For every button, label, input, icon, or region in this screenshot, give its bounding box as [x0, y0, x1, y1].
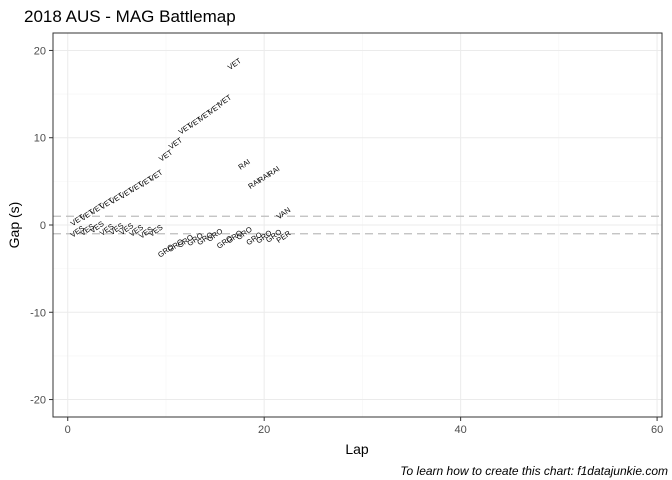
y-tick-label: 10: [34, 133, 46, 145]
y-tick-label: -10: [30, 307, 46, 319]
y-tick-label: 20: [34, 45, 46, 57]
y-axis-ticks: -20 -10 0 10 20: [30, 45, 53, 407]
chart-title: 2018 AUS - MAG Battlemap: [24, 7, 236, 26]
x-tick-label: 20: [258, 424, 270, 436]
x-tick-label: 40: [455, 424, 467, 436]
y-tick-label: -20: [30, 395, 46, 407]
x-axis-title: Lap: [345, 441, 369, 457]
x-axis-ticks: 0 20 40 60: [65, 417, 663, 436]
x-tick-label: 0: [65, 424, 71, 436]
y-axis-title: Gap (s): [6, 202, 22, 249]
x-tick-label: 60: [651, 424, 663, 436]
y-tick-label: 0: [40, 220, 46, 232]
reference-lines: [53, 215, 662, 235]
grid-lines: [53, 33, 662, 417]
chart-caption: To learn how to create this chart: f1dat…: [400, 464, 668, 478]
